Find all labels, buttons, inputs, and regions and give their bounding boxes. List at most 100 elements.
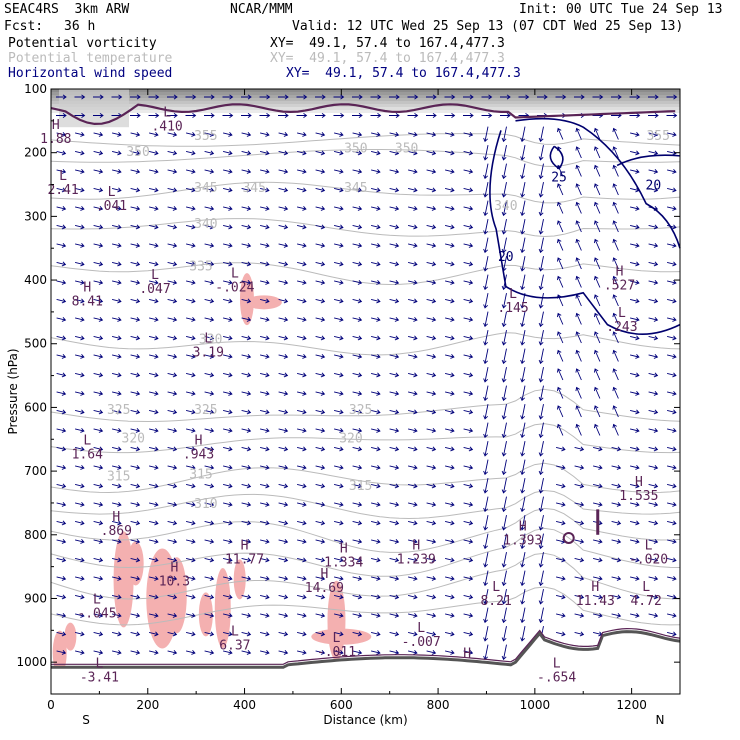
wind-vector xyxy=(426,132,437,137)
wind-vector xyxy=(612,220,619,233)
wind-vector xyxy=(130,224,141,230)
wind-vector xyxy=(204,169,215,174)
wind-vector xyxy=(278,557,289,563)
wind-vector xyxy=(520,385,526,402)
wind-vector xyxy=(538,163,544,180)
wind-vector xyxy=(426,169,437,174)
wind-vector xyxy=(167,150,178,156)
wind-vector xyxy=(148,520,159,526)
wind-vector xyxy=(56,261,67,267)
wind-vector xyxy=(501,607,507,624)
wind-vector xyxy=(426,409,437,415)
theta-label: 350 xyxy=(344,142,367,157)
wind-vector xyxy=(444,409,455,415)
wind-vector xyxy=(56,557,67,563)
pv-extremum-marker: H xyxy=(241,538,249,553)
wind-vector xyxy=(352,206,363,211)
wind-vector xyxy=(93,280,104,285)
wind-vector xyxy=(463,206,474,211)
wind-vector xyxy=(555,483,566,489)
wind-vector xyxy=(315,169,326,174)
wind-vector xyxy=(56,132,67,137)
wind-vector xyxy=(407,631,418,637)
wind-vector xyxy=(556,220,564,233)
wind-vector xyxy=(501,515,507,531)
theta-contour xyxy=(50,218,681,238)
wind-vector xyxy=(370,631,381,637)
wind-vector xyxy=(148,132,159,137)
pv-extremum-value: -.024 xyxy=(215,281,254,296)
wind-vector xyxy=(407,132,418,137)
y-tick-label: 1000 xyxy=(16,655,47,669)
wind-vector xyxy=(592,502,603,507)
wind-vector xyxy=(259,594,270,600)
wind-vector xyxy=(593,257,601,270)
wind-vector xyxy=(167,465,178,470)
wind-vector xyxy=(426,335,437,341)
wind-vector xyxy=(241,354,252,359)
theta-contour xyxy=(50,586,681,626)
wind-vector xyxy=(538,367,544,383)
wind-vector xyxy=(130,335,141,341)
wind-vector xyxy=(352,243,363,248)
wind-vector xyxy=(648,187,659,193)
pv-extremum-value: 11.77 xyxy=(225,552,264,567)
wind-vector xyxy=(389,483,400,489)
wind-vector xyxy=(648,113,659,118)
wind-vector xyxy=(333,372,344,378)
wind-vector xyxy=(259,465,270,470)
wind-vector xyxy=(185,94,197,100)
wind-vector xyxy=(501,570,507,587)
theta-label: 340 xyxy=(194,217,217,232)
theta-label: 325 xyxy=(194,403,217,418)
theta-contour xyxy=(50,552,681,600)
wind-vector xyxy=(222,631,233,637)
pv-extremum-value: .041 xyxy=(96,199,127,214)
wind-vector xyxy=(148,465,159,470)
y-tick-label: 200 xyxy=(24,146,47,160)
wind-vector xyxy=(501,311,507,328)
wind-vector xyxy=(389,187,400,193)
wind-vector xyxy=(222,650,233,655)
theta-label: 345 xyxy=(344,181,367,196)
wind-vector xyxy=(241,465,252,470)
wind-vector xyxy=(74,298,85,304)
theta-label: 355 xyxy=(646,129,669,144)
wind-vector xyxy=(520,570,526,587)
wind-vector xyxy=(333,446,344,452)
wind-vector xyxy=(483,237,489,254)
wind-vector xyxy=(315,483,326,489)
wind-vector xyxy=(241,261,252,267)
wind-vector xyxy=(315,113,326,118)
wind-vector xyxy=(296,261,307,267)
wind-vector xyxy=(666,335,677,341)
wind-vector xyxy=(167,335,178,341)
wind-vector xyxy=(74,409,85,415)
wind-vector xyxy=(352,465,363,470)
wind-vector xyxy=(426,317,437,322)
wind-vector xyxy=(74,280,85,285)
wind-vector xyxy=(666,150,677,156)
wind-vector xyxy=(520,348,526,365)
wind-vector xyxy=(648,557,659,563)
wind-vector xyxy=(148,483,159,489)
wind-vector xyxy=(111,483,122,489)
wind-vector xyxy=(185,446,196,452)
wind-vector xyxy=(463,94,474,100)
pv-extremum-marker: H xyxy=(635,475,643,490)
wind-vector xyxy=(666,372,677,378)
wind-vector xyxy=(130,520,141,526)
pv-extremum-value: 14.69 xyxy=(305,581,344,596)
wind-vector xyxy=(315,631,326,637)
wind-speed-contour xyxy=(549,145,564,170)
wind-vector xyxy=(444,520,455,526)
y-tick-label: 300 xyxy=(24,209,47,223)
pv-extremum-value: -.007 xyxy=(402,635,441,650)
wind-vector xyxy=(315,94,326,100)
wind-vector xyxy=(204,446,215,452)
wind-vector xyxy=(666,224,677,230)
wind-vector xyxy=(352,650,363,655)
terrain-line xyxy=(51,630,681,669)
wind-vector xyxy=(352,372,363,378)
wind-vector xyxy=(611,613,622,618)
